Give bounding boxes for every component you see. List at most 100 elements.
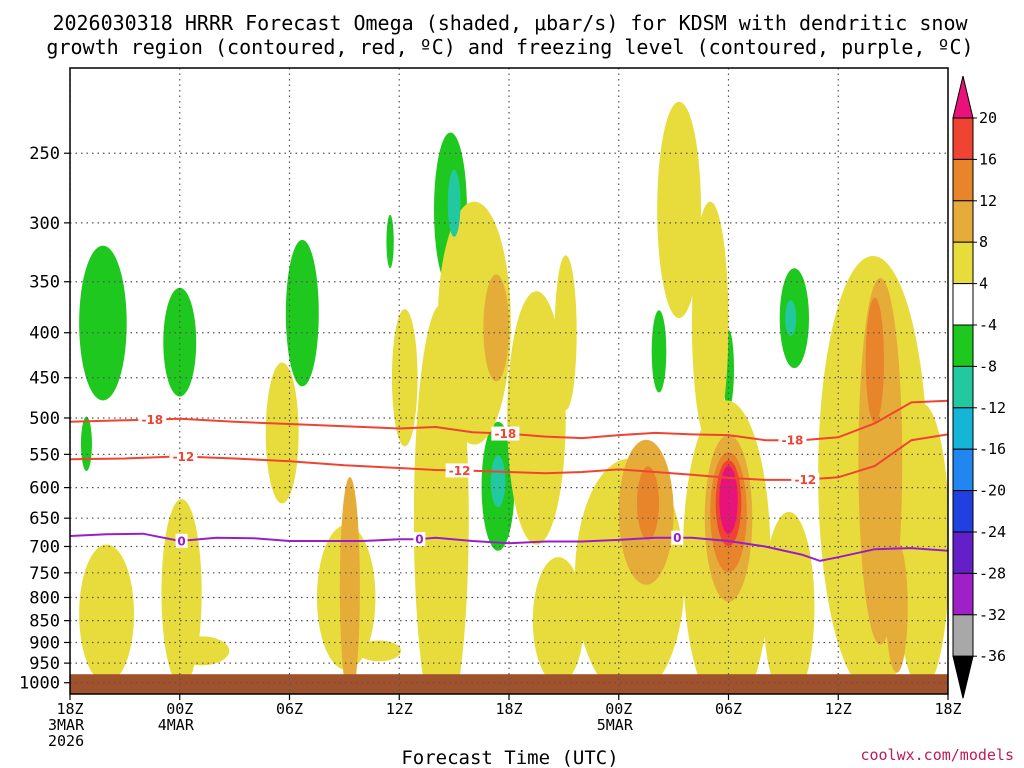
omega-region-neg8-33 bbox=[785, 300, 797, 337]
contour-temp-minus-12 bbox=[70, 433, 948, 481]
colorbar-bin-7 bbox=[952, 365, 974, 409]
contour-label-bg-freezing-level-0 bbox=[175, 533, 188, 548]
x-tick-label-0-line0: 18Z bbox=[56, 700, 83, 718]
colorbar-label-9: -20 bbox=[979, 482, 1006, 500]
contour-label-freezing-level-0: 0 bbox=[177, 534, 185, 548]
omega-region-neg4-4 bbox=[386, 214, 394, 269]
x-tick-label-30-line1: 5MAR bbox=[597, 716, 634, 734]
y-tick-label-700: 700 bbox=[29, 537, 60, 557]
colorbar-label-8: -16 bbox=[979, 440, 1006, 458]
colorbar-label-5: -4 bbox=[979, 316, 997, 334]
chart-title-line-1: 2026030318 HRRR Forecast Omega (shaded, … bbox=[52, 11, 968, 35]
colorbar-label-0: 20 bbox=[979, 109, 997, 127]
colorbar-bin-8 bbox=[952, 407, 974, 450]
colorbar-bin-5 bbox=[952, 283, 974, 326]
omega-region-pos4-25 bbox=[657, 101, 702, 319]
omega-region-pos8-34 bbox=[339, 477, 360, 694]
y-tick-label-350: 350 bbox=[29, 273, 60, 293]
y-tick-label-750: 750 bbox=[29, 564, 60, 584]
colorbar-bin-10 bbox=[952, 490, 974, 533]
y-axis: 2503003504004505005506006507007508008509… bbox=[19, 144, 70, 694]
omega-region-pos4-23 bbox=[532, 557, 584, 685]
colorbar-label-2: 12 bbox=[979, 192, 997, 210]
colorbar-label-4: 4 bbox=[979, 275, 988, 293]
y-tick-label-500: 500 bbox=[29, 409, 60, 429]
y-tick-label-1000: 1000 bbox=[19, 674, 60, 694]
colorbar-bin-13 bbox=[952, 614, 974, 657]
colorbar-label-11: -28 bbox=[979, 564, 1006, 582]
omega-region-pos12-41 bbox=[637, 466, 659, 540]
contour-label-temp-minus-12-0: -12 bbox=[173, 450, 195, 464]
colorbar-top-arrow bbox=[952, 75, 974, 119]
y-tick-label-600: 600 bbox=[29, 479, 60, 499]
omega-region-neg4-0 bbox=[79, 245, 127, 401]
y-tick-label-450: 450 bbox=[29, 369, 60, 389]
omega-region-pos4-28 bbox=[763, 511, 815, 694]
y-tick-label-400: 400 bbox=[29, 324, 60, 344]
omega-region-neg4-8 bbox=[651, 310, 667, 393]
colorbar-label-3: 8 bbox=[979, 233, 988, 251]
omega-region-neg4-2 bbox=[285, 239, 319, 387]
contour-label-bg-temp-minus-12-1 bbox=[445, 463, 474, 478]
contour-label-temp-minus-18-0: -18 bbox=[141, 413, 163, 427]
contour-label-bg-temp-minus-18-2 bbox=[778, 433, 807, 448]
omega-region-pos4-30 bbox=[894, 403, 948, 690]
chart-title-line-2: growth region (contoured, red, ºC) and f… bbox=[46, 35, 973, 59]
colorbar-label-12: -32 bbox=[979, 606, 1006, 624]
colorbar-bin-4 bbox=[952, 241, 974, 285]
omega-region-pos4-26 bbox=[691, 201, 729, 445]
contour-label-bg-freezing-level-2 bbox=[671, 530, 684, 545]
contour-label-freezing-level-2: 0 bbox=[673, 531, 681, 545]
y-tick-label-800: 800 bbox=[29, 588, 60, 608]
colorbar-bin-11 bbox=[952, 531, 974, 574]
credit-text: coolwx.com/models bbox=[860, 746, 1014, 764]
colorbar-bin-3 bbox=[952, 200, 974, 243]
y-tick-label-900: 900 bbox=[29, 633, 60, 653]
omega-region-pos4-12 bbox=[79, 544, 135, 684]
y-tick-label-650: 650 bbox=[29, 509, 60, 529]
grid-lines bbox=[70, 68, 948, 694]
omega-region-pos12-42 bbox=[865, 297, 884, 424]
x-tick-label-48-line0: 18Z bbox=[934, 700, 961, 718]
colorbar-label-13: -36 bbox=[979, 647, 1006, 665]
x-tick-label-42-line0: 12Z bbox=[825, 700, 852, 718]
x-tick-label-0-line2: 2026 bbox=[48, 732, 84, 750]
colorbar: 20 16 12 8 4 -4 -8 -12 -16 -20 -24 -28 -32 -36 bbox=[952, 75, 1006, 699]
contour-label-bg-temp-minus-18-0 bbox=[138, 412, 167, 427]
y-tick-label-950: 950 bbox=[29, 654, 60, 674]
x-tick-label-18-line0: 12Z bbox=[386, 700, 413, 718]
omega-region-pos4-21 bbox=[507, 291, 566, 545]
colorbar-label-10: -24 bbox=[979, 523, 1006, 541]
x-tick-label-0-line1: 3MAR bbox=[48, 716, 85, 734]
omega-region-pos4-17 bbox=[357, 640, 402, 662]
colorbar-bottom-arrow bbox=[952, 655, 974, 699]
omega-region-neg4-3 bbox=[80, 416, 92, 471]
x-tick-label-36-line0: 06Z bbox=[715, 700, 742, 718]
contour-label-bg-freezing-level-1 bbox=[413, 532, 426, 547]
omega-region-pos8-39 bbox=[885, 541, 908, 673]
omega-shading bbox=[79, 101, 948, 694]
x-axis-label: Forecast Time (UTC) bbox=[401, 747, 618, 768]
omega-region-neg8-32 bbox=[490, 455, 506, 508]
contour-label-bg-temp-minus-12-2 bbox=[791, 472, 820, 487]
omega-region-neg4-1 bbox=[163, 287, 197, 397]
contour-label-temp-minus-12-2: -12 bbox=[794, 473, 816, 487]
plot-area: -18 -18 -18 -12 -12 -12 0 0 0 bbox=[69, 67, 949, 695]
omega-region-pos4-20 bbox=[437, 201, 511, 445]
omega-region-pos8-35 bbox=[483, 274, 509, 382]
x-tick-label-30-line0: 00Z bbox=[605, 700, 632, 718]
colorbar-bin-2 bbox=[952, 158, 974, 202]
x-tick-label-24-line0: 18Z bbox=[495, 700, 522, 718]
y-tick-label-850: 850 bbox=[29, 612, 60, 632]
colorbar-label-6: -8 bbox=[979, 357, 997, 375]
colorbar-label-7: -12 bbox=[979, 399, 1006, 417]
colorbar-bin-6 bbox=[952, 324, 974, 367]
colorbar-label-1: 16 bbox=[979, 150, 997, 168]
omega-region-neg8-31 bbox=[447, 169, 461, 237]
y-tick-label-300: 300 bbox=[29, 214, 60, 234]
omega-region-pos4-14 bbox=[174, 636, 230, 666]
colorbar-bin-1 bbox=[952, 117, 974, 160]
omega-region-pos20-44 bbox=[719, 466, 738, 535]
